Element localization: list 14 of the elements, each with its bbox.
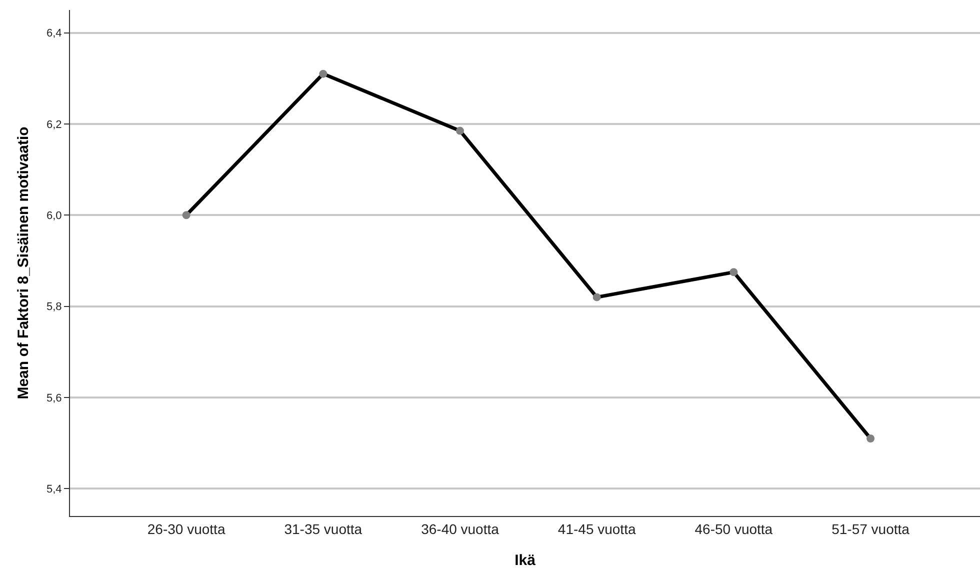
- y-tick-label: 5,8: [46, 301, 62, 314]
- x-tick-label: 31-35 vuotta: [284, 520, 362, 537]
- y-tick-label: 6,4: [46, 28, 62, 40]
- x-tick-label: 46-50 vuotta: [694, 520, 773, 537]
- y-tick-label: 5,6: [46, 392, 62, 404]
- y-tick-label: 6,2: [46, 118, 62, 131]
- x-tick-label: 41-45 vuotta: [558, 520, 636, 537]
- y-axis-title: Mean of Faktori 8_Sisäinen motivaatio: [14, 126, 32, 400]
- x-tick-label: 51-57 vuotta: [832, 520, 910, 537]
- x-axis-title: Ikä: [514, 552, 536, 569]
- y-tick-label: 6,0: [46, 210, 62, 222]
- x-tick-label: 36-40 vuotta: [421, 520, 500, 537]
- y-tick-label: 5,4: [46, 484, 62, 496]
- x-tick-label: 26-30 vuotta: [147, 520, 226, 537]
